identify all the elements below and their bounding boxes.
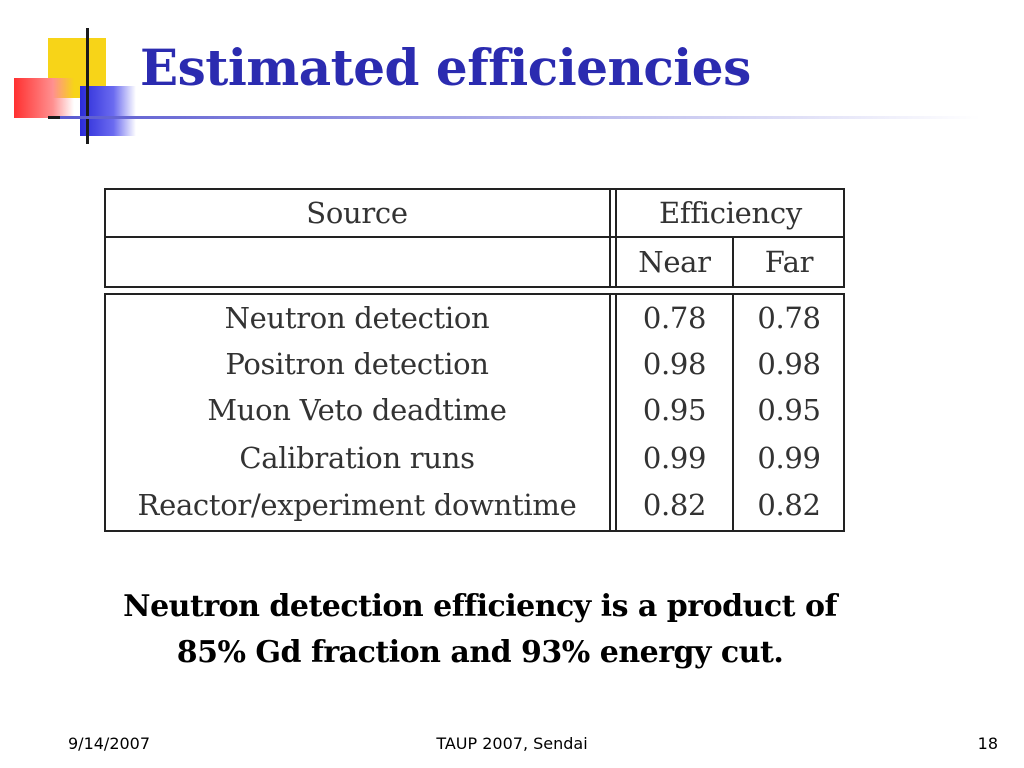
caption-line: 85% Gd fraction and 93% energy cut. xyxy=(176,635,784,670)
efficiency-table: Source Efficiency Near Far Neutron detec… xyxy=(104,188,845,532)
header-far: Far xyxy=(764,245,814,279)
row-source: Reactor/experiment downtime xyxy=(137,488,577,522)
row-source: Neutron detection xyxy=(224,301,490,335)
footer-page-number: 18 xyxy=(977,734,998,753)
row-source: Muon Veto deadtime xyxy=(207,393,507,427)
row-near-value: 0.99 xyxy=(642,441,707,475)
row-source: Calibration runs xyxy=(239,441,475,475)
title-underline xyxy=(60,116,980,119)
column-divider xyxy=(615,293,617,532)
row-source: Positron detection xyxy=(225,347,489,381)
header-source: Source xyxy=(306,195,408,230)
header-near: Near xyxy=(638,245,711,279)
row-far-value: 0.98 xyxy=(757,347,821,381)
logo-red-square xyxy=(14,78,74,118)
slide-logo xyxy=(0,0,140,150)
footer-event: TAUP 2007, Sendai xyxy=(436,734,588,753)
row-far-value: 0.82 xyxy=(757,488,821,522)
column-divider xyxy=(609,188,611,288)
column-divider xyxy=(615,188,617,288)
footer-date: 9/14/2007 xyxy=(68,734,151,753)
column-divider xyxy=(732,293,734,532)
row-near-value: 0.78 xyxy=(642,301,707,335)
header-efficiency: Efficiency xyxy=(659,195,802,230)
slide-title: Estimated efficiencies xyxy=(140,38,751,97)
row-near-value: 0.82 xyxy=(642,488,707,522)
table-header-box xyxy=(104,188,845,288)
logo-blue-square xyxy=(80,86,136,136)
column-divider xyxy=(732,236,734,288)
caption-line: Neutron detection efficiency is a produc… xyxy=(123,589,837,624)
row-far-value: 0.95 xyxy=(757,393,821,427)
row-far-value: 0.78 xyxy=(757,301,821,335)
logo-vertical-line xyxy=(86,28,89,144)
row-near-value: 0.98 xyxy=(642,347,707,381)
slide-caption: Neutron detection efficiency is a produc… xyxy=(60,584,900,676)
row-far-value: 0.99 xyxy=(757,441,821,475)
row-near-value: 0.95 xyxy=(642,393,707,427)
table-body-box xyxy=(104,293,845,532)
row-divider xyxy=(104,236,845,238)
column-divider xyxy=(609,293,611,532)
